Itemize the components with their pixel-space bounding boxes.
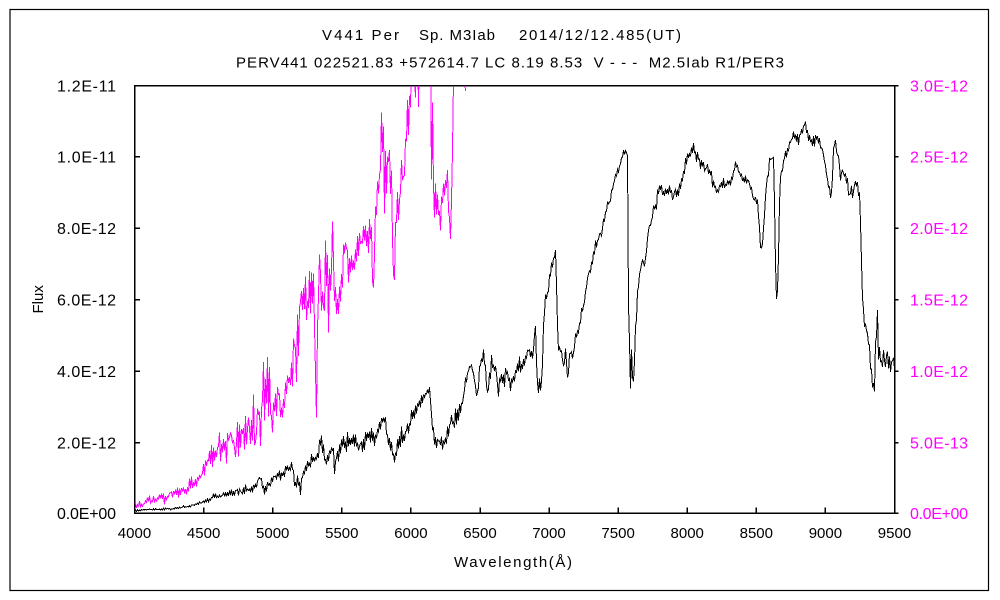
svg-text:2014/12/12.485(UT): 2014/12/12.485(UT) <box>519 27 681 44</box>
svg-text:2.5E-12: 2.5E-12 <box>910 150 968 167</box>
svg-text:Wavelength(Å): Wavelength(Å) <box>454 554 572 571</box>
svg-text:1.0E-12: 1.0E-12 <box>910 364 968 381</box>
svg-text:5000: 5000 <box>256 525 289 542</box>
svg-text:1.2E-11: 1.2E-11 <box>57 78 116 95</box>
svg-text:6500: 6500 <box>463 525 496 542</box>
svg-text:8.0E-12: 8.0E-12 <box>57 221 116 238</box>
svg-text:2.0E-12: 2.0E-12 <box>910 221 968 238</box>
svg-text:3.0E-12: 3.0E-12 <box>910 78 968 95</box>
svg-text:4.0E-12: 4.0E-12 <box>57 364 116 381</box>
svg-text:1.0E-11: 1.0E-11 <box>57 150 116 167</box>
svg-text:7500: 7500 <box>601 525 634 542</box>
svg-text:V441 Per: V441 Per <box>322 27 399 44</box>
svg-text:2.0E-12: 2.0E-12 <box>57 435 116 452</box>
svg-text:1.5E-12: 1.5E-12 <box>910 293 968 310</box>
svg-text:Sp. M3Iab: Sp. M3Iab <box>419 27 495 44</box>
svg-text:8000: 8000 <box>671 525 704 542</box>
svg-text:0.0E+00: 0.0E+00 <box>57 506 116 523</box>
svg-text:0.0E+00: 0.0E+00 <box>910 506 968 523</box>
svg-text:6.0E-12: 6.0E-12 <box>57 293 116 310</box>
svg-text:9500: 9500 <box>878 525 911 542</box>
svg-text:5500: 5500 <box>325 525 358 542</box>
svg-text:4000: 4000 <box>118 525 151 542</box>
svg-text:5.0E-13: 5.0E-13 <box>910 435 968 452</box>
svg-text:7000: 7000 <box>532 525 565 542</box>
svg-text:PERV441 022521.83 +572614.7 LC: PERV441 022521.83 +572614.7 LC 8.19 8.53… <box>236 55 784 72</box>
svg-text:6000: 6000 <box>394 525 427 542</box>
svg-text:4500: 4500 <box>187 525 220 542</box>
svg-text:Flux: Flux <box>30 285 47 314</box>
svg-text:9000: 9000 <box>809 525 842 542</box>
svg-text:8500: 8500 <box>740 525 773 542</box>
